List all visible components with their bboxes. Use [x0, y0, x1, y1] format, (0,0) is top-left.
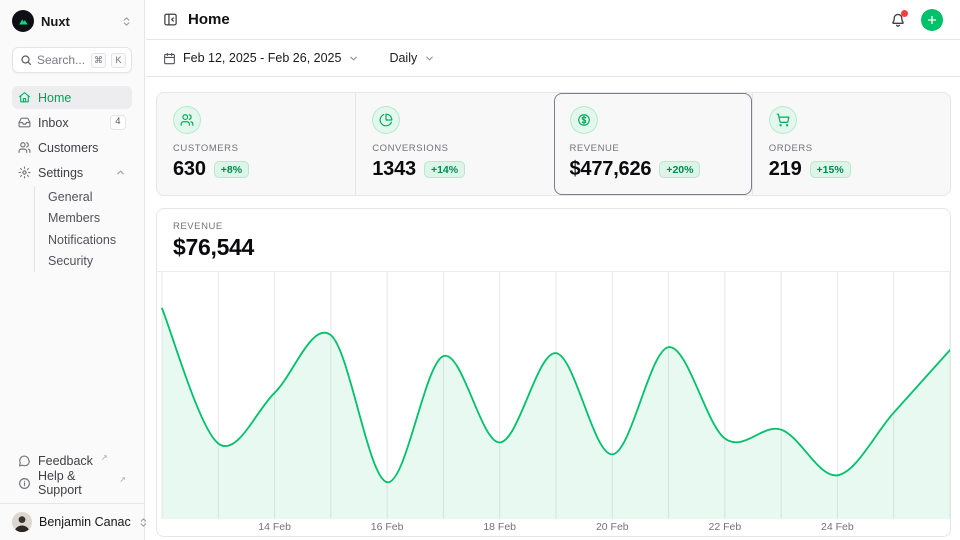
pie-chart-icon [372, 106, 400, 134]
sidebar: Nuxt Search... ⌘ K Home [0, 0, 145, 540]
granularity-label: Daily [389, 51, 417, 65]
stat-card-revenue[interactable]: REVENUE $477,626 +20% [554, 93, 752, 195]
stat-value: 630 [173, 158, 206, 181]
subnav-label: Security [48, 254, 93, 268]
stat-delta-badge: +14% [424, 161, 465, 178]
stat-value: $477,626 [570, 158, 652, 181]
chart-x-axis: 14 Feb 16 Feb 18 Feb 20 Feb 22 Feb 24 Feb [157, 518, 950, 537]
x-tick-label: 24 Feb [821, 521, 854, 533]
dollar-circle-icon [570, 106, 598, 134]
chart-metric-label: REVENUE [173, 221, 934, 232]
sidebar-item-security[interactable]: Security [48, 251, 132, 273]
stat-delta-badge: +15% [810, 161, 851, 178]
home-icon [18, 91, 31, 104]
feedback-label: Feedback [38, 454, 93, 468]
add-button[interactable] [921, 9, 943, 31]
notifications-button[interactable] [890, 12, 906, 28]
chat-bubble-icon [18, 455, 31, 468]
sidebar-item-label: Home [38, 91, 71, 105]
gear-icon [18, 166, 31, 179]
chevron-down-icon [348, 53, 359, 64]
sidebar-footer: Feedback ↗ Help & Support ↗ [0, 450, 144, 498]
dashboard-content: CUSTOMERS 630 +8% CONVERSIONS 1343 +14% [146, 77, 960, 537]
stat-card-customers[interactable]: CUSTOMERS 630 +8% [157, 93, 355, 195]
help-support-link[interactable]: Help & Support ↗ [12, 472, 132, 494]
main-area: Home Feb 12, 2025 - Feb 26, 2025 [146, 0, 960, 540]
stats-row: CUSTOMERS 630 +8% CONVERSIONS 1343 +14% [156, 92, 951, 196]
date-range-label: Feb 12, 2025 - Feb 26, 2025 [183, 51, 341, 65]
stat-card-conversions[interactable]: CONVERSIONS 1343 +14% [355, 93, 553, 195]
stat-card-orders[interactable]: ORDERS 219 +15% [752, 93, 950, 195]
stat-label: CUSTOMERS [173, 143, 339, 154]
inbox-count-badge: 4 [110, 115, 126, 129]
sidebar-item-members[interactable]: Members [48, 208, 132, 230]
subnav-label: General [48, 190, 92, 204]
x-tick-label: 18 Feb [483, 521, 516, 533]
sidebar-item-label: Customers [38, 141, 98, 155]
external-link-icon: ↗ [119, 475, 126, 484]
sidebar-item-home[interactable]: Home [12, 86, 132, 109]
chevron-select-icon [121, 16, 132, 27]
header-actions [890, 9, 943, 31]
sidebar-nav: Home Inbox 4 Customers Settings [0, 79, 144, 272]
help-support-label: Help & Support [38, 469, 111, 497]
page-header: Home [146, 0, 960, 40]
revenue-chart-panel: REVENUE $76,544 14 Feb 16 Feb 18 Feb 20 Feb… [156, 208, 951, 537]
external-link-icon: ↗ [101, 453, 108, 462]
cart-icon [769, 106, 797, 134]
sidebar-item-settings[interactable]: Settings [12, 161, 132, 184]
inbox-icon [18, 116, 31, 129]
stat-delta-badge: +8% [214, 161, 249, 178]
stat-delta-badge: +20% [659, 161, 700, 178]
sidebar-item-general[interactable]: General [48, 186, 132, 208]
x-tick-label: 20 Feb [596, 521, 629, 533]
filter-toolbar: Feb 12, 2025 - Feb 26, 2025 Daily [146, 40, 960, 77]
revenue-area-chart[interactable] [157, 271, 950, 518]
chart-metric-value: $76,544 [173, 234, 934, 261]
info-circle-icon [18, 477, 31, 490]
stat-label: REVENUE [570, 143, 736, 154]
users-icon [173, 106, 201, 134]
chart-header: REVENUE $76,544 [157, 209, 950, 271]
granularity-select[interactable]: Daily [389, 51, 435, 65]
nuxt-logo-icon [12, 10, 34, 32]
user-name: Benjamin Canac [39, 515, 131, 529]
date-range-picker[interactable]: Feb 12, 2025 - Feb 26, 2025 [163, 51, 359, 65]
dashboard-page: Nuxt Search... ⌘ K Home [0, 0, 960, 540]
calendar-icon [163, 52, 176, 65]
chevron-down-icon [424, 53, 435, 64]
sidebar-collapse-button[interactable] [163, 12, 178, 27]
users-icon [18, 141, 31, 154]
sidebar-item-notifications[interactable]: Notifications [48, 229, 132, 251]
page-title: Home [188, 11, 230, 28]
stat-value: 1343 [372, 158, 416, 181]
stat-value: 219 [769, 158, 802, 181]
kbd-k: K [111, 53, 126, 68]
stat-label: ORDERS [769, 143, 934, 154]
kbd-meta: ⌘ [91, 53, 106, 68]
user-menu[interactable]: Benjamin Canac [0, 503, 144, 540]
sidebar-item-customers[interactable]: Customers [12, 136, 132, 159]
search-input[interactable]: Search... ⌘ K [12, 47, 132, 73]
user-avatar [12, 512, 32, 532]
stat-label: CONVERSIONS [372, 143, 537, 154]
x-tick-label: 14 Feb [258, 521, 291, 533]
notification-dot [901, 10, 908, 17]
workspace-switcher[interactable]: Nuxt [0, 0, 144, 38]
search-placeholder: Search... [37, 53, 86, 67]
sidebar-item-label: Settings [38, 166, 83, 180]
x-tick-label: 16 Feb [371, 521, 404, 533]
workspace-name: Nuxt [41, 14, 70, 29]
settings-subnav: General Members Notifications Security [34, 186, 132, 272]
chart-svg [157, 272, 950, 519]
sidebar-item-label: Inbox [38, 116, 69, 130]
sidebar-item-inbox[interactable]: Inbox 4 [12, 111, 132, 134]
subnav-label: Members [48, 211, 100, 225]
x-tick-label: 22 Feb [709, 521, 742, 533]
subnav-label: Notifications [48, 233, 116, 247]
search-icon [20, 54, 32, 66]
chevron-up-icon [115, 167, 126, 178]
